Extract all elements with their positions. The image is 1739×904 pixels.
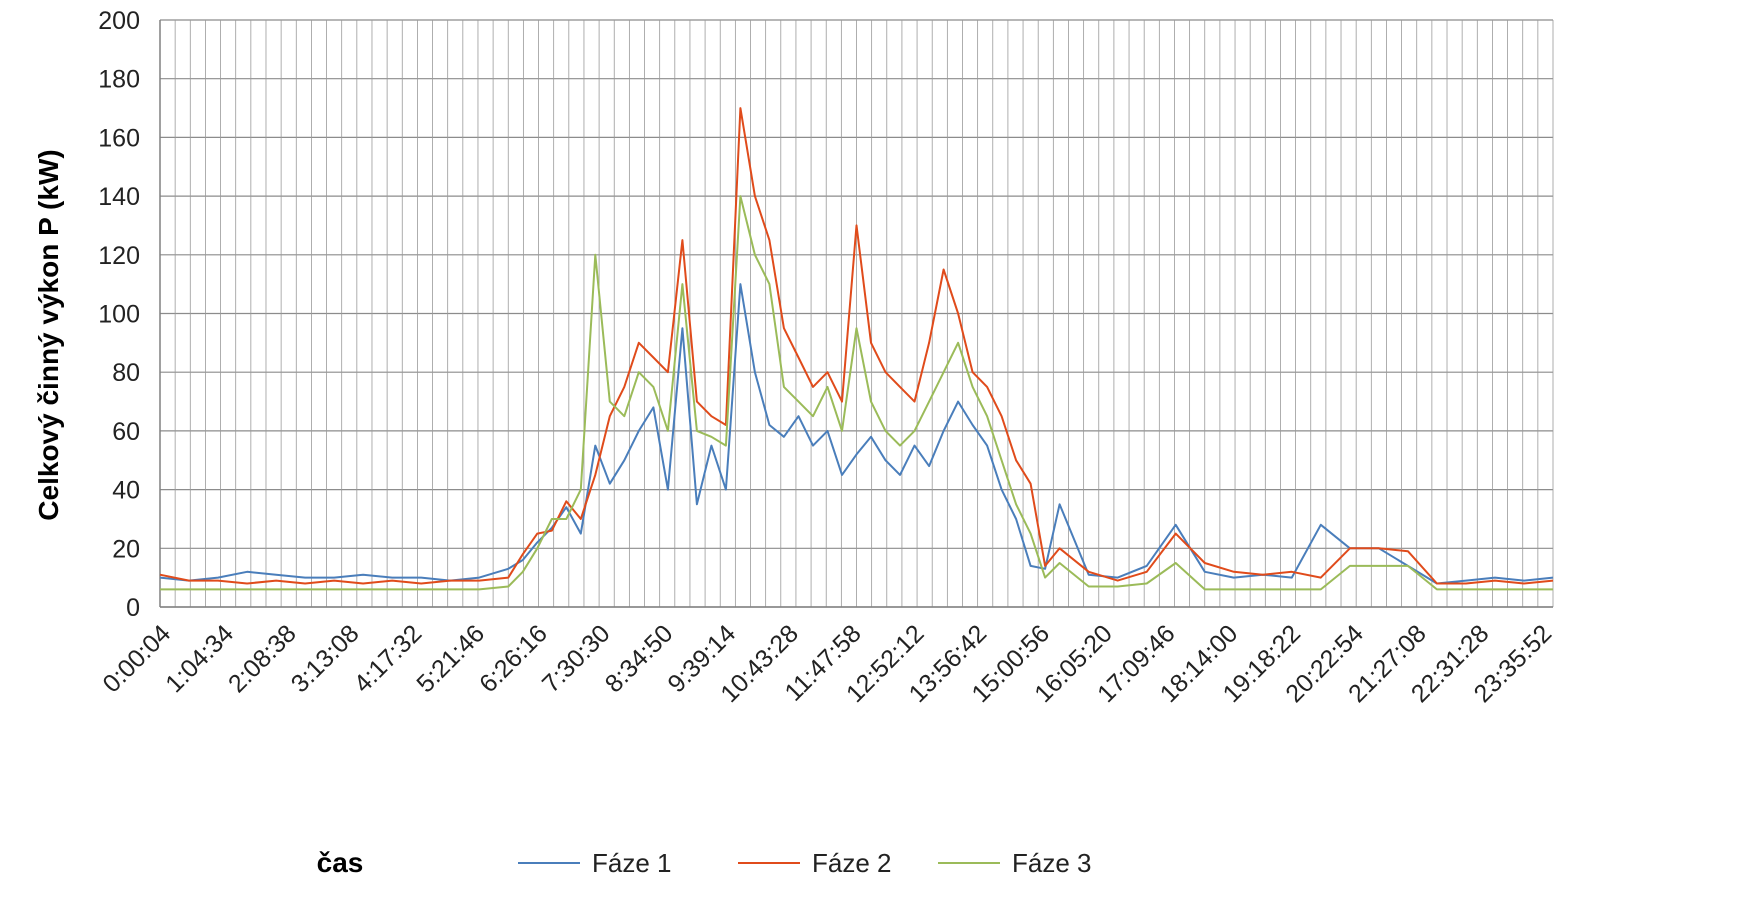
gridlines bbox=[159, 19, 1554, 608]
legend-label-1: Fáze 1 bbox=[592, 848, 672, 878]
y-tick-labels: 0 20 40 60 80 100 120 140 160 180 200 bbox=[98, 7, 140, 622]
y-tick-label: 200 bbox=[98, 7, 140, 35]
legend-label-3: Fáze 3 bbox=[1012, 848, 1092, 878]
y-tick-label: 180 bbox=[98, 66, 140, 94]
series-lines bbox=[159, 107, 1554, 591]
y-tick-label: 100 bbox=[98, 301, 140, 329]
series-line-1 bbox=[159, 283, 1554, 585]
x-tick-label: 2:08:38 bbox=[223, 619, 302, 698]
x-tick-label: 3:13:08 bbox=[286, 619, 365, 698]
x-tick-label: 6:26:16 bbox=[474, 619, 553, 698]
series-line-2 bbox=[159, 107, 1554, 585]
x-tick-label: 8:34:50 bbox=[600, 619, 679, 698]
legend-label-2: Fáze 2 bbox=[812, 848, 892, 878]
x-tick-label: 4:17:32 bbox=[349, 619, 428, 698]
y-tick-label: 160 bbox=[98, 124, 140, 152]
x-tick-label: 0:00:04 bbox=[97, 619, 176, 698]
y-tick-label: 60 bbox=[112, 418, 140, 446]
y-tick-label: 80 bbox=[112, 359, 140, 387]
x-tick-label: 7:30:30 bbox=[537, 619, 616, 698]
y-axis-title: Celkový činný výkon P (kW) bbox=[33, 149, 64, 520]
x-tick-labels: 0:00:041:04:342:08:383:13:084:17:325:21:… bbox=[97, 619, 1557, 708]
y-tick-label: 140 bbox=[98, 183, 140, 211]
y-tick-label: 20 bbox=[112, 535, 140, 563]
series-line-3 bbox=[160, 195, 1553, 591]
x-tick-label: 5:21:46 bbox=[411, 619, 490, 698]
y-tick-label: 0 bbox=[126, 594, 140, 622]
x-tick-label: 1:04:34 bbox=[160, 619, 239, 698]
y-tick-label: 120 bbox=[98, 242, 140, 270]
y-tick-label: 40 bbox=[112, 477, 140, 505]
x-axis-title: čas bbox=[317, 847, 364, 878]
legend: Fáze 1 Fáze 2 Fáze 3 bbox=[518, 848, 1092, 878]
